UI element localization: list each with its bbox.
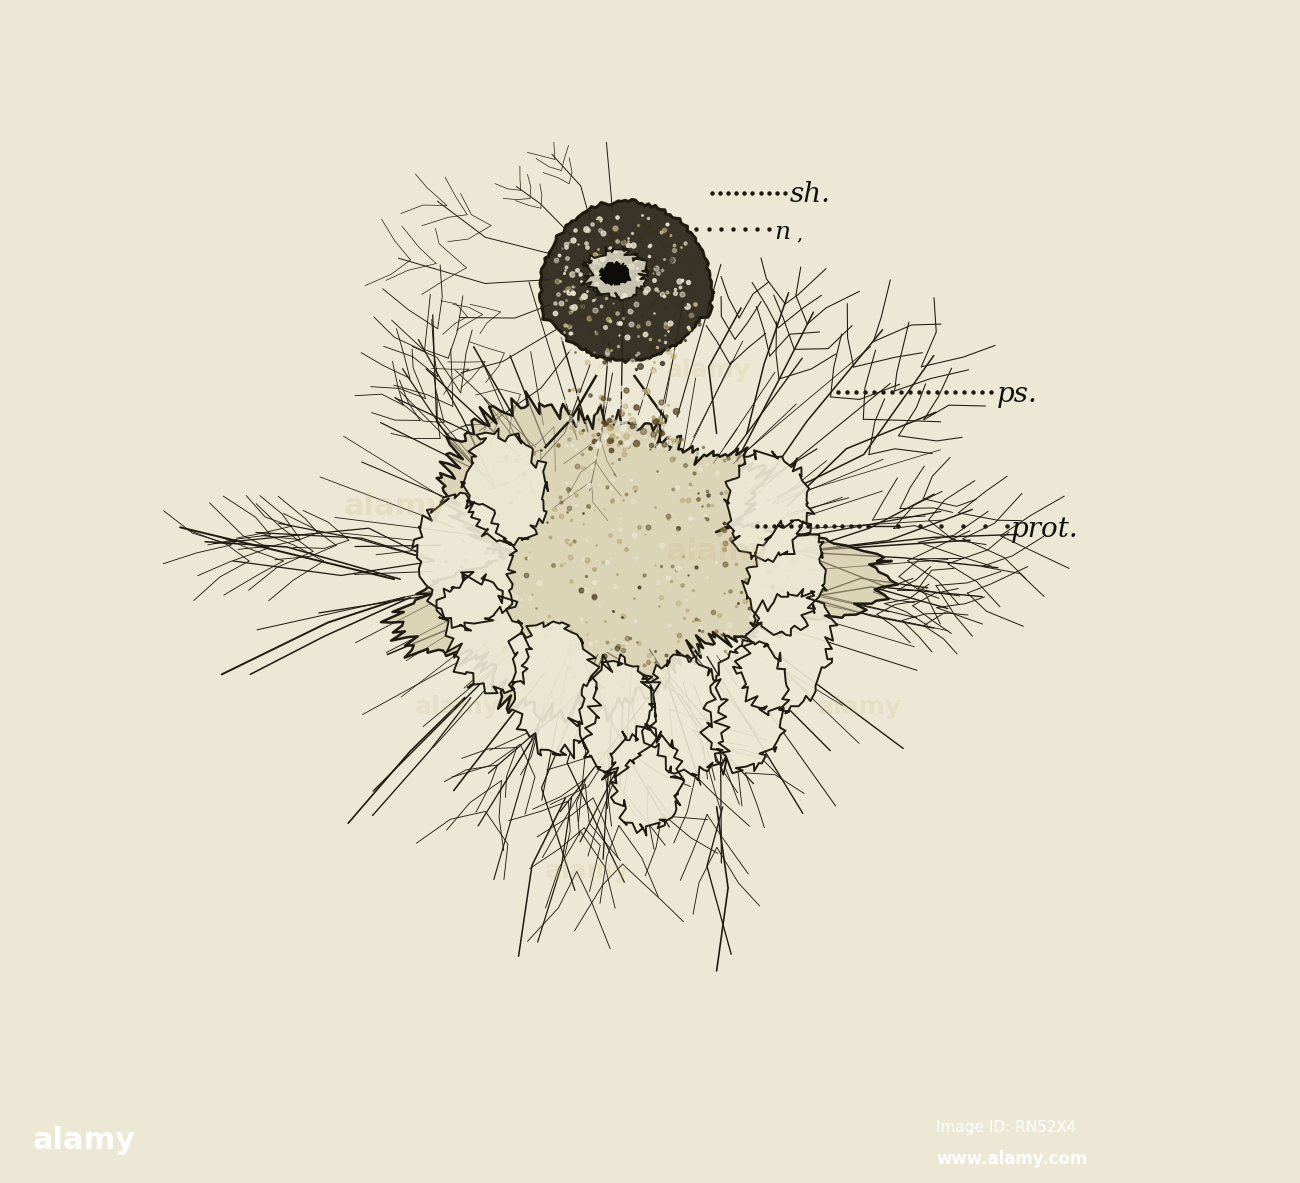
- Polygon shape: [540, 200, 714, 362]
- Text: sh.: sh.: [790, 181, 831, 208]
- Polygon shape: [602, 724, 684, 835]
- Polygon shape: [381, 392, 898, 723]
- Polygon shape: [599, 261, 630, 285]
- Text: ps.: ps.: [997, 381, 1037, 408]
- Polygon shape: [437, 571, 532, 693]
- Text: n: n: [774, 221, 790, 244]
- Text: ,: ,: [796, 225, 802, 243]
- Polygon shape: [724, 451, 815, 562]
- Polygon shape: [733, 589, 837, 716]
- Text: alamy: alamy: [666, 357, 751, 382]
- Polygon shape: [581, 246, 649, 302]
- Text: alamy: alamy: [415, 694, 499, 719]
- Polygon shape: [568, 654, 660, 777]
- Text: alamy: alamy: [666, 537, 770, 567]
- Text: alamy: alamy: [343, 492, 447, 521]
- Polygon shape: [742, 519, 827, 635]
- Polygon shape: [701, 640, 789, 775]
- Text: Image ID: RN52X4: Image ID: RN52X4: [936, 1120, 1076, 1136]
- Polygon shape: [412, 492, 516, 631]
- Polygon shape: [462, 428, 547, 545]
- Text: www.alamy.com: www.alamy.com: [936, 1150, 1087, 1168]
- Text: alamy: alamy: [32, 1126, 136, 1155]
- Text: alamy: alamy: [546, 859, 630, 883]
- Polygon shape: [641, 654, 729, 781]
- Polygon shape: [508, 621, 601, 758]
- Text: prot.: prot.: [1011, 516, 1079, 543]
- Text: alamy: alamy: [818, 694, 902, 719]
